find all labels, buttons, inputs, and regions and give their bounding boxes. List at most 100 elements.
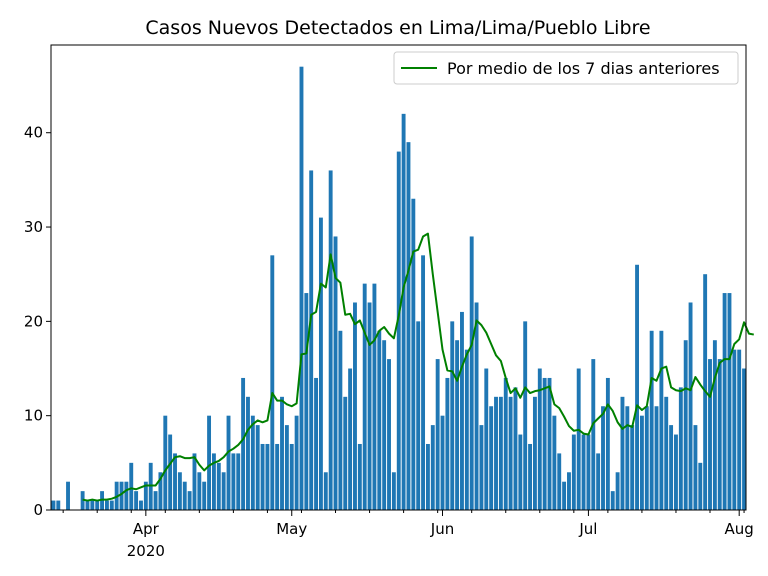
- bar: [202, 481, 207, 510]
- bar: [260, 443, 265, 510]
- bar: [518, 434, 523, 510]
- bar: [333, 236, 338, 510]
- bar: [742, 368, 746, 510]
- bar: [104, 500, 109, 510]
- bar: [567, 472, 571, 510]
- bar: [187, 491, 192, 510]
- axes: 0 10 20 30 40 Apr 2020 May Jun Jul Aug: [24, 44, 754, 560]
- bar: [299, 66, 304, 510]
- y-tick-label: 10: [24, 407, 43, 425]
- bar: [294, 415, 299, 510]
- bar: [182, 481, 187, 510]
- bar: [387, 359, 391, 510]
- bar: [314, 377, 319, 510]
- bar: [343, 396, 348, 510]
- bar: [498, 396, 503, 510]
- bar: [698, 462, 703, 510]
- bar: [639, 415, 644, 510]
- bar: [284, 425, 289, 510]
- bar: [674, 434, 678, 510]
- bar: [693, 425, 698, 510]
- bar: [601, 406, 605, 510]
- bar: [328, 170, 333, 510]
- bar: [688, 302, 693, 510]
- bar: [683, 340, 688, 510]
- bar: [124, 481, 129, 510]
- bar: [489, 406, 494, 510]
- bar: [207, 415, 212, 510]
- bar: [450, 321, 455, 510]
- bar: [717, 359, 722, 510]
- bar: [425, 443, 430, 510]
- bar: [421, 255, 426, 510]
- bar: [401, 113, 406, 510]
- bar: [275, 443, 280, 510]
- bar: [109, 500, 114, 510]
- legend: Por medio de los 7 dias anteriores: [393, 51, 739, 85]
- bar: [197, 472, 202, 510]
- bar: [508, 396, 513, 510]
- bar: [542, 377, 547, 510]
- x-tick-label: Jul: [578, 520, 597, 538]
- bar: [192, 453, 197, 510]
- bar: [484, 368, 489, 510]
- y-tick-label: 0: [33, 501, 43, 519]
- bar: [95, 500, 100, 510]
- bar: [216, 462, 221, 510]
- bars-series: [51, 66, 746, 511]
- bar: [226, 415, 231, 510]
- bar: [513, 387, 518, 510]
- bar: [678, 387, 683, 510]
- bar: [664, 396, 669, 510]
- bar: [416, 321, 421, 510]
- bar: [455, 340, 460, 510]
- bar: [309, 170, 314, 510]
- bar: [528, 443, 532, 510]
- bar: [129, 462, 134, 510]
- bar: [605, 377, 610, 510]
- bar: [625, 406, 630, 510]
- bar: [644, 406, 649, 510]
- bar: [66, 481, 70, 510]
- bar: [722, 293, 727, 510]
- bar: [610, 491, 615, 510]
- bar: [562, 481, 567, 510]
- bar: [153, 491, 158, 510]
- bar: [382, 340, 387, 510]
- bar: [221, 472, 226, 510]
- bar: [119, 481, 124, 510]
- bar: [357, 443, 362, 510]
- bar: [348, 368, 353, 510]
- bar: [246, 396, 250, 510]
- bar: [586, 434, 591, 510]
- bar: [411, 198, 416, 511]
- bar: [635, 264, 639, 510]
- bar: [654, 406, 659, 510]
- bar: [727, 293, 732, 510]
- bar: [649, 330, 654, 510]
- x-tick-label: Apr: [133, 520, 160, 538]
- bar: [712, 340, 717, 510]
- bar: [460, 311, 464, 510]
- bar: [445, 377, 450, 510]
- bar: [532, 396, 537, 510]
- bar: [250, 415, 255, 510]
- bar: [708, 359, 712, 510]
- y-tick-label: 30: [24, 218, 43, 236]
- bar: [211, 453, 216, 510]
- bar: [581, 434, 586, 510]
- bar: [367, 302, 372, 510]
- bar: [143, 481, 148, 510]
- legend-label: Por medio de los 7 dias anteriores: [447, 59, 720, 78]
- bar: [323, 472, 328, 510]
- y-tick-label: 20: [24, 312, 43, 330]
- bar: [173, 453, 177, 510]
- bar: [576, 368, 581, 510]
- x-tick-year-label: 2020: [127, 542, 165, 560]
- bar: [659, 330, 664, 510]
- legend-box: [393, 51, 739, 85]
- bar: [158, 472, 163, 510]
- bar: [469, 236, 474, 510]
- bar: [435, 359, 440, 510]
